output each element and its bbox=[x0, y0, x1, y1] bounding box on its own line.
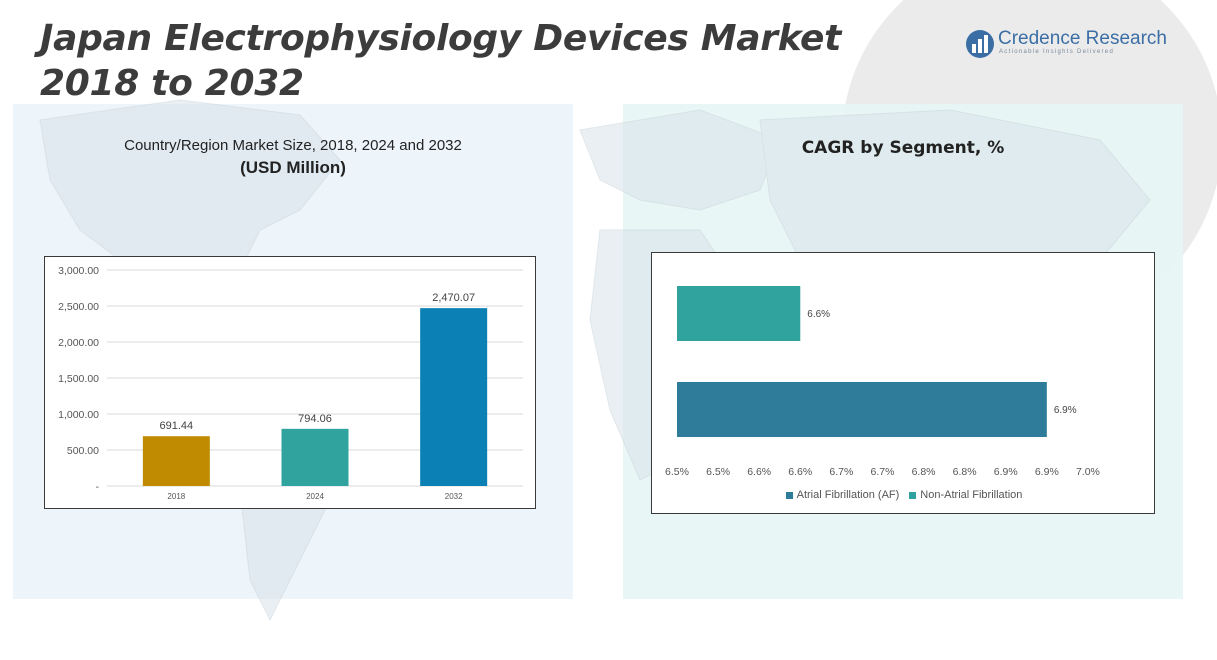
legend-label: Atrial Fibrillation (AF) bbox=[796, 489, 900, 501]
logo-name: Credence Research bbox=[998, 28, 1167, 49]
x-tick-label: 2024 bbox=[306, 492, 324, 501]
legend-item: Atrial Fibrillation (AF) bbox=[785, 489, 900, 501]
market-size-bar-chart: - 500.00 1,000.00 1,500.00 2,000.00 2,500.00 3… bbox=[44, 256, 536, 509]
credence-research-logo[interactable]: Credence Research Actionable Insights De… bbox=[964, 26, 1167, 62]
legend-swatch bbox=[909, 491, 917, 499]
x-tick-label: 6.9% bbox=[1035, 466, 1059, 478]
y-tick-label: 2,000.00 bbox=[58, 337, 99, 349]
bar bbox=[677, 382, 1047, 437]
bar bbox=[142, 436, 210, 486]
title-line-2: 2018 to 2032 bbox=[40, 63, 304, 104]
legend-swatch bbox=[785, 491, 793, 499]
cagr-chart-legend: Atrial Fibrillation (AF) Non-Atrial Fibri… bbox=[652, 489, 1156, 502]
x-tick-label: 6.5% bbox=[706, 466, 730, 478]
title-line-1: Japan Electrophysiology Devices Market bbox=[40, 18, 842, 59]
market-size-bar-chart-svg: - 500.00 1,000.00 1,500.00 2,000.00 2,500.00 3… bbox=[58, 265, 523, 501]
data-label: 794.06 bbox=[298, 413, 332, 425]
data-label: 691.44 bbox=[160, 420, 194, 432]
data-label: 2,470.07 bbox=[432, 292, 475, 304]
x-tick-label: 6.9% bbox=[994, 466, 1018, 478]
x-tick-label: 2018 bbox=[167, 492, 185, 501]
bar bbox=[677, 286, 801, 341]
y-tick-label: - bbox=[96, 481, 100, 493]
logo-tagline: Actionable Insights Delivered bbox=[999, 49, 1115, 55]
legend-label: Non-Atrial Fibrillation bbox=[920, 489, 1023, 501]
x-tick-label: 6.6% bbox=[788, 466, 812, 478]
y-tick-label: 1,500.00 bbox=[58, 373, 99, 385]
cagr-bar-chart-svg: 6.6% 6.9% 6.5% 6.5% 6.6% 6.6% 6.7% 6.7% 6.8% 6.8%… bbox=[665, 286, 1100, 478]
x-tick-label: 6.5% bbox=[665, 466, 689, 478]
market-size-chart-unit: (USD Million) bbox=[240, 158, 346, 177]
data-label: 6.9% bbox=[1054, 405, 1077, 416]
data-label: 6.6% bbox=[807, 309, 830, 320]
x-tick-label: 2032 bbox=[445, 492, 463, 501]
legend-item: Non-Atrial Fibrillation bbox=[909, 489, 1022, 501]
x-tick-label: 6.7% bbox=[829, 466, 853, 478]
page-title: Japan Electrophysiology Devices Market 2… bbox=[40, 16, 841, 106]
y-tick-label: 3,000.00 bbox=[58, 265, 99, 277]
logo-mark-icon bbox=[966, 30, 994, 58]
y-tick-label: 500.00 bbox=[67, 445, 99, 457]
market-size-chart-title: Country/Region Market Size, 2018, 2024 a… bbox=[124, 137, 462, 154]
x-tick-label: 6.8% bbox=[953, 466, 977, 478]
bar bbox=[420, 308, 488, 486]
y-tick-label: 1,000.00 bbox=[58, 409, 99, 421]
x-tick-label: 6.6% bbox=[747, 466, 771, 478]
cagr-chart-title: CAGR by Segment, % bbox=[801, 138, 1005, 158]
x-tick-label: 6.8% bbox=[912, 466, 936, 478]
bar bbox=[281, 428, 349, 486]
x-tick-label: 7.0% bbox=[1076, 466, 1100, 478]
cagr-horizontal-bar-chart: 6.6% 6.9% 6.5% 6.5% 6.6% 6.6% 6.7% 6.7% 6.8% 6.8%… bbox=[651, 252, 1155, 514]
y-tick-label: 2,500.00 bbox=[58, 301, 99, 313]
x-tick-label: 6.7% bbox=[870, 466, 894, 478]
